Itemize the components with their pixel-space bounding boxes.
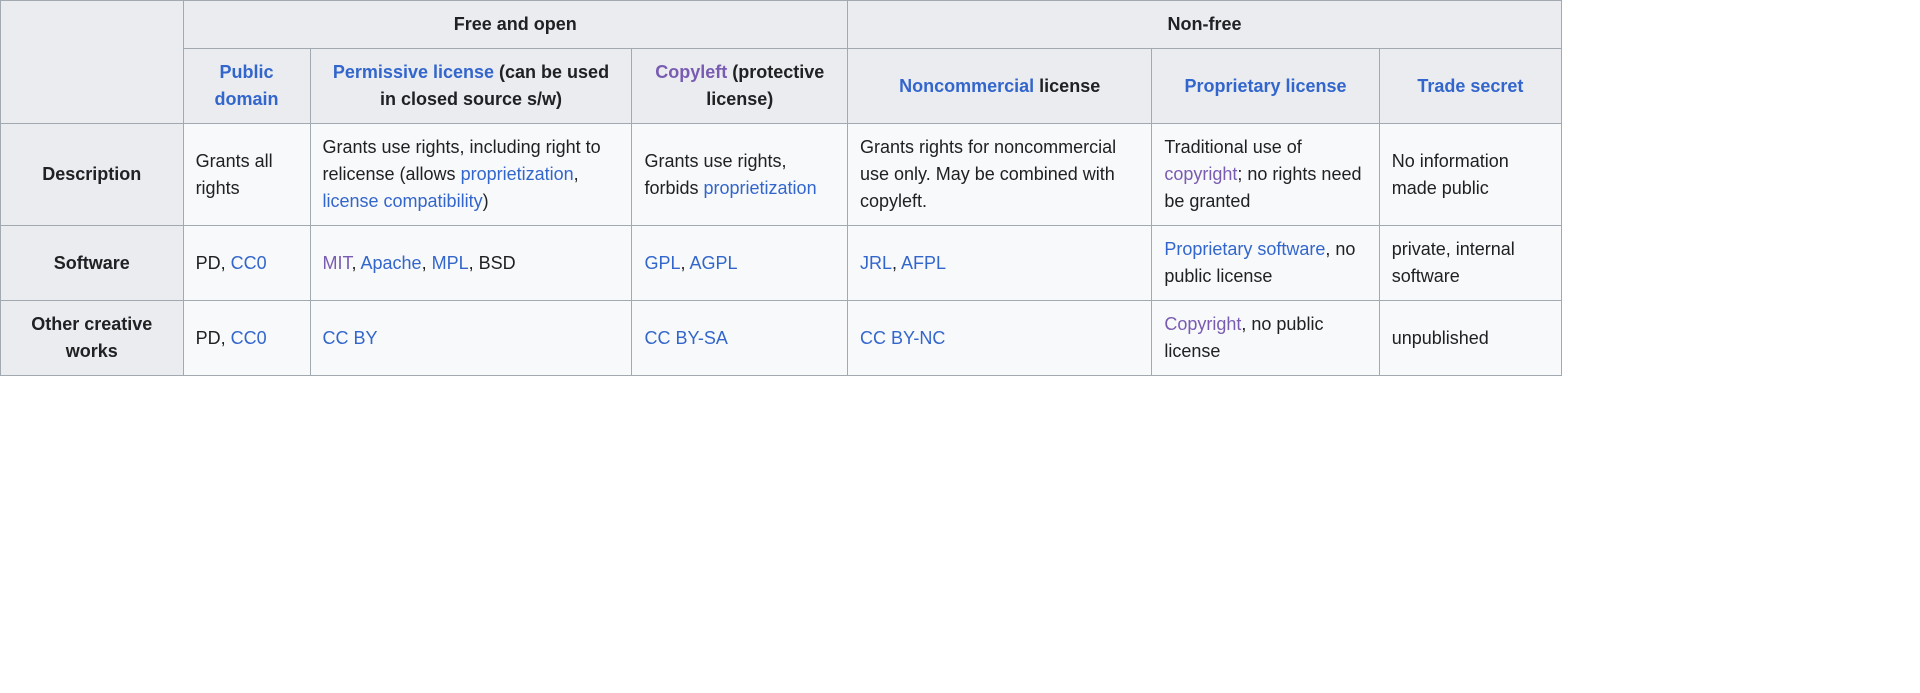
cell-desc-copyleft: Grants use rights, forbids proprietizati…	[632, 124, 848, 226]
link-cc-by-sa[interactable]: CC BY-SA	[644, 328, 727, 348]
header-proprietary-license: Proprietary license	[1152, 49, 1379, 124]
link-copyright[interactable]: Copyright	[1164, 314, 1241, 334]
link-afpl[interactable]: AFPL	[901, 253, 946, 273]
cell-other-proprietary: Copyright, no public license	[1152, 301, 1379, 376]
link-cc-by[interactable]: CC BY	[323, 328, 378, 348]
row-software: Software PD, CC0 MIT, Apache, MPL, BSD G…	[1, 226, 1562, 301]
header-noncommercial-suffix: license	[1034, 76, 1100, 96]
link-jrl[interactable]: JRL	[860, 253, 892, 273]
text: ,	[352, 253, 361, 273]
text: private, internal software	[1392, 239, 1515, 286]
header-public-domain: Public domain	[183, 49, 310, 124]
link-proprietary-software[interactable]: Proprietary software	[1164, 239, 1325, 259]
link-apache[interactable]: Apache	[361, 253, 422, 273]
link-proprietary-license[interactable]: Proprietary license	[1184, 76, 1346, 96]
rowheader-software: Software	[1, 226, 184, 301]
link-agpl[interactable]: AGPL	[690, 253, 738, 273]
cell-soft-noncommercial: JRL, AFPL	[848, 226, 1152, 301]
row-other-creative-works: Other creative works PD, CC0 CC BY CC BY…	[1, 301, 1562, 376]
text: ,	[892, 253, 901, 273]
cell-soft-copyleft: GPL, AGPL	[632, 226, 848, 301]
text: Traditional use of	[1164, 137, 1301, 157]
cell-desc-proprietary: Traditional use of copyright; no rights …	[1152, 124, 1379, 226]
cell-other-copyleft: CC BY-SA	[632, 301, 848, 376]
cell-soft-public-domain: PD, CC0	[183, 226, 310, 301]
cell-soft-proprietary: Proprietary software, no public license	[1152, 226, 1379, 301]
link-cc0[interactable]: CC0	[231, 328, 267, 348]
cell-other-public-domain: PD, CC0	[183, 301, 310, 376]
link-license-compatibility[interactable]: license compatibility	[323, 191, 483, 211]
header-free-and-open: Free and open	[183, 1, 847, 49]
text: )	[483, 191, 489, 211]
link-permissive-license[interactable]: Permissive license	[333, 62, 494, 82]
header-copyleft: Copyleft (protective license)	[632, 49, 848, 124]
license-comparison-table: Free and open Non-free Public domain Per…	[0, 0, 1562, 376]
text: Grants rights for noncommercial use only…	[860, 137, 1116, 211]
cell-desc-trade-secret: No information made public	[1379, 124, 1561, 226]
cell-other-permissive: CC BY	[310, 301, 632, 376]
link-mpl[interactable]: MPL	[432, 253, 469, 273]
header-permissive-license: Permissive license (can be used in close…	[310, 49, 632, 124]
cell-other-trade-secret: unpublished	[1379, 301, 1561, 376]
rowheader-description: Description	[1, 124, 184, 226]
text: , BSD	[469, 253, 516, 273]
column-header-row: Public domain Permissive license (can be…	[1, 49, 1562, 124]
row-description: Description Grants all rights Grants use…	[1, 124, 1562, 226]
text: unpublished	[1392, 328, 1489, 348]
text: Grants all rights	[196, 151, 273, 198]
link-cc0[interactable]: CC0	[231, 253, 267, 273]
cell-other-noncommercial: CC BY-NC	[848, 301, 1152, 376]
header-non-free: Non-free	[848, 1, 1562, 49]
link-public-domain[interactable]: Public domain	[215, 62, 279, 109]
link-proprietization[interactable]: proprietization	[461, 164, 574, 184]
link-copyleft[interactable]: Copyleft	[655, 62, 727, 82]
header-noncommercial: Noncommercial license	[848, 49, 1152, 124]
link-trade-secret[interactable]: Trade secret	[1417, 76, 1523, 96]
cell-desc-public-domain: Grants all rights	[183, 124, 310, 226]
text: ,	[681, 253, 690, 273]
text: ,	[422, 253, 432, 273]
header-stub	[1, 1, 184, 124]
cell-soft-trade-secret: private, internal software	[1379, 226, 1561, 301]
link-cc-by-nc[interactable]: CC BY-NC	[860, 328, 945, 348]
text: ,	[574, 164, 579, 184]
text: No information made public	[1392, 151, 1509, 198]
cell-soft-permissive: MIT, Apache, MPL, BSD	[310, 226, 632, 301]
link-mit[interactable]: MIT	[323, 253, 352, 273]
link-proprietization[interactable]: proprietization	[704, 178, 817, 198]
link-noncommercial[interactable]: Noncommercial	[899, 76, 1034, 96]
group-header-row: Free and open Non-free	[1, 1, 1562, 49]
text: PD,	[196, 253, 231, 273]
cell-desc-noncommercial: Grants rights for noncommercial use only…	[848, 124, 1152, 226]
rowheader-other-creative-works: Other creative works	[1, 301, 184, 376]
text: PD,	[196, 328, 231, 348]
header-trade-secret: Trade secret	[1379, 49, 1561, 124]
link-gpl[interactable]: GPL	[644, 253, 680, 273]
cell-desc-permissive: Grants use rights, including right to re…	[310, 124, 632, 226]
link-copyright[interactable]: copyright	[1164, 164, 1237, 184]
